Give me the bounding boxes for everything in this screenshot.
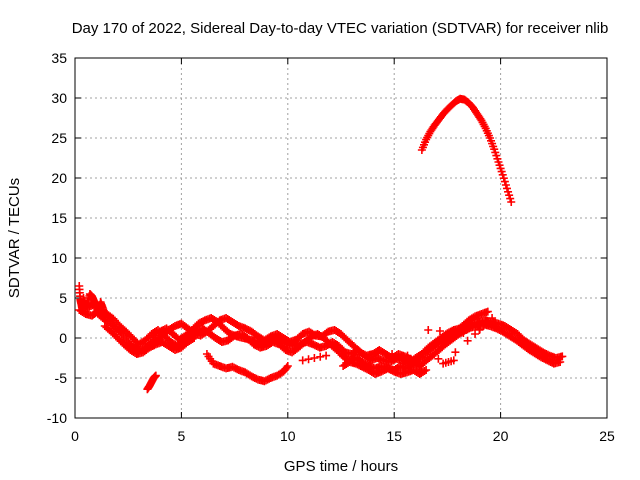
data-point [558, 352, 567, 361]
y-tick-label: -10 [47, 410, 67, 426]
y-tick-label: 0 [59, 330, 67, 346]
data-point [475, 325, 484, 334]
y-tick-label: -5 [55, 370, 68, 386]
plot-frame [74, 57, 608, 419]
y-tick-label: 25 [51, 130, 67, 146]
data-point [459, 329, 468, 337]
data-point [451, 348, 460, 357]
data-point [483, 318, 492, 326]
data-point [435, 327, 444, 335]
data-point [422, 366, 431, 374]
y-tick-label: 15 [51, 210, 67, 226]
data-point [310, 354, 319, 362]
data-point [388, 350, 397, 358]
y-tick-label: 10 [51, 250, 67, 266]
data-point [355, 350, 364, 359]
data-point [338, 351, 347, 360]
axes: 0 5 10 15 20 25 -10 -5 0 5 10 15 20 25 30 35 [47, 50, 615, 444]
data-point [471, 330, 480, 338]
data-point [322, 351, 331, 360]
x-tick-label: 15 [386, 428, 402, 444]
chart-title: Day 170 of 2022, Sidereal Day-to-day VTE… [72, 20, 609, 37]
data-point [424, 326, 433, 334]
data-point [316, 352, 325, 361]
data-point [371, 350, 380, 359]
data-point [463, 336, 472, 345]
x-tick-label: 20 [493, 428, 509, 444]
data-point [418, 353, 427, 362]
data-point [420, 367, 429, 375]
data-point [188, 335, 197, 343]
data-point [449, 356, 458, 365]
x-tick-label: 25 [599, 428, 615, 444]
data-point [282, 363, 291, 372]
y-axis-label: SDTVAR / TECUs [6, 178, 23, 298]
data-point [304, 355, 313, 364]
data-points [75, 94, 567, 394]
x-axis-label: GPS time / hours [284, 458, 398, 475]
x-tick-label: 5 [178, 428, 186, 444]
data-point [403, 351, 412, 360]
data-point [507, 198, 516, 206]
data-point [483, 307, 492, 316]
data-point [447, 328, 456, 336]
data-point [283, 362, 292, 370]
y-tick-label: 35 [51, 50, 67, 66]
grid [75, 58, 607, 418]
data-point [190, 334, 199, 342]
data-point [298, 356, 307, 365]
x-tick-label: 10 [280, 428, 296, 444]
data-point [151, 371, 160, 380]
y-tick-label: 30 [51, 90, 67, 106]
data-point [434, 354, 443, 363]
y-tick-label: 20 [51, 170, 67, 186]
data-point [556, 358, 565, 366]
y-tick-label: 5 [59, 290, 67, 306]
x-tick-label: 0 [71, 428, 79, 444]
data-point [488, 314, 497, 322]
